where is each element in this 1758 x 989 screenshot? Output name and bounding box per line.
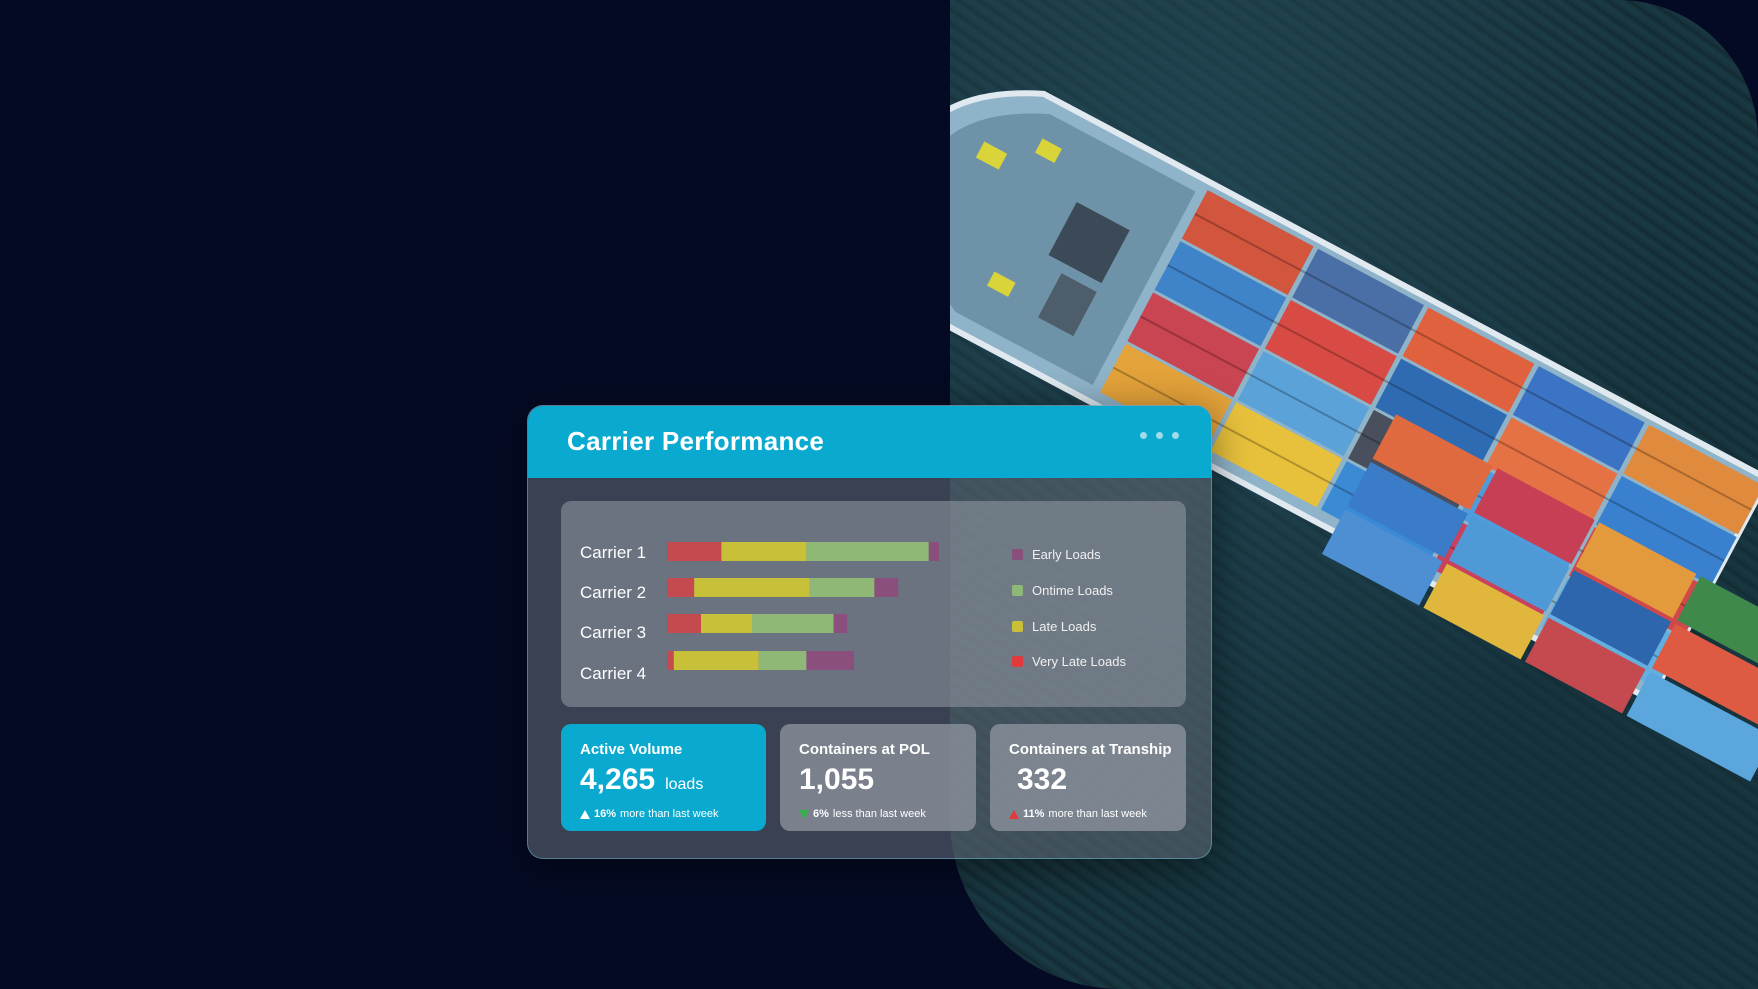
stat-value: 1,055 xyxy=(799,763,874,797)
carrier-label: Carrier 2 xyxy=(580,583,647,602)
delta-text: more than last week xyxy=(1048,808,1147,820)
bar-segment[interactable] xyxy=(809,578,875,597)
stat-unit: loads xyxy=(665,776,704,793)
delta-text: less than last week xyxy=(832,808,926,820)
bar-segment[interactable] xyxy=(667,578,695,597)
arrow-down-icon xyxy=(799,809,809,819)
bar-segment[interactable] xyxy=(667,614,701,633)
bar-segment[interactable] xyxy=(833,614,848,633)
ocean-photo xyxy=(950,0,1758,989)
stat-delta: 6% less than last week xyxy=(799,808,926,820)
carrier-bar-chart: Carrier 1 Carrier 2 Carrier 3 Carrier 4 … xyxy=(561,501,1186,707)
bar-segment[interactable] xyxy=(667,651,674,670)
legend-swatch xyxy=(1012,656,1023,667)
delta-text: more than last week xyxy=(620,808,719,820)
carrier-performance-card: Carrier Performance Carrier 1 Carrier 2 … xyxy=(527,405,1212,859)
bar-segment[interactable] xyxy=(701,614,752,633)
legend-label: Early Loads xyxy=(1032,547,1101,562)
dot xyxy=(1172,432,1179,439)
bar-segment[interactable] xyxy=(806,542,929,561)
card-header: Carrier Performance xyxy=(528,406,1211,478)
carrier-label: Carrier 3 xyxy=(580,623,647,642)
bar-segment[interactable] xyxy=(752,614,834,633)
legend-label: Ontime Loads xyxy=(1032,583,1113,598)
stat-active-volume[interactable]: Active Volume 4,265 loads 16% more than l… xyxy=(561,724,766,831)
legend-item-late: Late Loads xyxy=(1012,619,1096,634)
stat-value: 4,265 loads xyxy=(580,763,703,797)
legend-label: Late Loads xyxy=(1032,619,1097,634)
card-title: Carrier Performance xyxy=(567,426,825,456)
more-horizontal-icon[interactable] xyxy=(1140,432,1179,439)
bar-segment[interactable] xyxy=(694,578,810,597)
bar-segment[interactable] xyxy=(758,651,807,670)
stat-title: Containers at POL xyxy=(799,741,930,758)
bar-segment[interactable] xyxy=(667,542,722,561)
legend-label: Very Late Loads xyxy=(1032,654,1126,669)
container-ship-image xyxy=(950,90,1758,782)
delta-value: 11% xyxy=(1023,808,1045,820)
arrow-up-icon xyxy=(580,809,590,819)
legend-swatch xyxy=(1012,549,1023,560)
legend-item-early: Early Loads xyxy=(1012,547,1101,562)
stat-number: 1,055 xyxy=(799,763,875,796)
stat-number: 332 xyxy=(1017,763,1068,796)
legend-item-very-late: Very Late Loads xyxy=(1012,654,1126,669)
legend-swatch xyxy=(1012,621,1023,632)
carrier-label: Carrier 1 xyxy=(580,543,647,562)
stat-number: 4,265 xyxy=(580,763,656,796)
bar-segment[interactable] xyxy=(721,542,807,561)
stat-delta: 16% more than last week xyxy=(580,808,718,820)
delta-value: 6% xyxy=(813,808,829,820)
bar-segment[interactable] xyxy=(806,651,854,670)
stat-delta: 11% more than last week xyxy=(1009,808,1147,820)
bar-segment[interactable] xyxy=(874,578,899,597)
legend-swatch xyxy=(1012,585,1023,596)
stat-title: Active Volume xyxy=(580,741,683,758)
stat-value: 332 xyxy=(1017,763,1067,797)
bar-segment[interactable] xyxy=(928,542,939,561)
stat-title: Containers at Tranship xyxy=(1009,741,1172,758)
carrier-label: Carrier 4 xyxy=(580,664,647,683)
legend-item-ontime: Ontime Loads xyxy=(1012,583,1113,598)
bar-chart-bars xyxy=(667,542,939,670)
dot xyxy=(1156,432,1163,439)
delta-value: 16% xyxy=(594,808,617,820)
arrow-up-icon xyxy=(1009,809,1019,819)
dot xyxy=(1140,432,1147,439)
stat-containers-tranship[interactable]: Containers at Tranship 332 11% more than… xyxy=(990,724,1186,831)
bar-segment[interactable] xyxy=(673,651,759,670)
stat-containers-pol[interactable]: Containers at POL 1,055 6% less than las… xyxy=(780,724,976,831)
